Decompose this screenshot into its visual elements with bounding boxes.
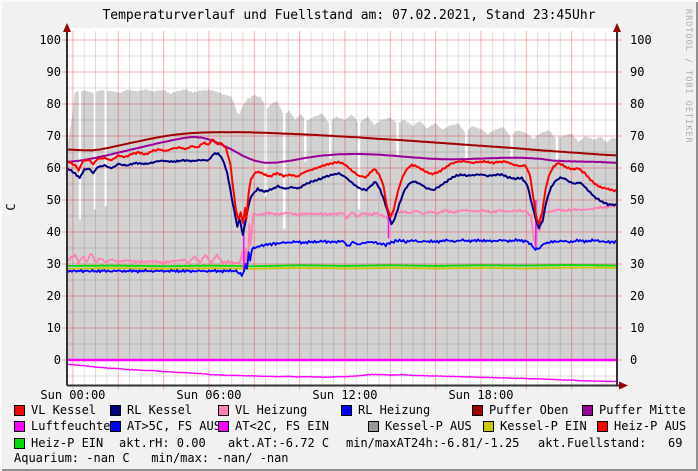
- y-tick-label-left: 100: [39, 33, 61, 47]
- legend-item-rl-heizung: RL Heizung: [341, 404, 430, 417]
- y-tick-label-right: 40: [630, 225, 644, 239]
- series-rl-heizung: [66, 237, 618, 277]
- legend-item-at-lt2: AT<2C, FS EIN: [218, 420, 329, 433]
- series-aussentemperatur-at: [66, 363, 618, 383]
- y-tick-label-left: 80: [47, 97, 61, 111]
- legend-swatch: [341, 405, 352, 416]
- y-axis-arrow-right: [613, 23, 621, 32]
- y-tick-label-right: 30: [630, 257, 644, 271]
- stat-minmax-at24h: min/maxAT24h:-6.81/-1.25: [346, 436, 520, 450]
- legend-swatch: [14, 421, 25, 432]
- rrdtool-watermark: RRDTOOL / TOBI OETIKER: [683, 9, 693, 144]
- chart-title: Temperaturverlauf und Fuellstand am: 07.…: [102, 8, 596, 23]
- y-tick-label-left: 30: [47, 257, 61, 271]
- y-tick-label-left: 60: [47, 161, 61, 175]
- legend-item-puffer-oben: Puffer Oben: [472, 404, 568, 417]
- stat-aquarium: Aquarium: -nan C min/max: -nan/ -nan: [14, 451, 289, 465]
- legend-item-kessel-p-aus: Kessel-P AUS: [368, 420, 472, 433]
- legend-item-heiz-p-aus: Heiz-P AUS: [597, 420, 686, 433]
- legend-swatch: [472, 405, 483, 416]
- legend-swatch: [368, 421, 379, 432]
- x-tick-label: Sun 18:00: [448, 388, 513, 402]
- y-tick-label-left: 40: [47, 225, 61, 239]
- y-tick-label-left: 70: [47, 129, 61, 143]
- y-tick-label-left: 90: [47, 65, 61, 79]
- series-puffer-oben: [66, 131, 618, 157]
- legend-item-vl-heizung: VL Heizung: [218, 404, 307, 417]
- y-tick-label-left: 0: [54, 353, 61, 367]
- series-vl-kessel: [66, 138, 618, 225]
- legend-item-rl-kessel: RL Kessel: [110, 404, 192, 417]
- legend-swatch: [110, 421, 121, 432]
- series-vl-heizung: [66, 204, 618, 273]
- legend-swatch: [14, 438, 25, 449]
- y-tick-label-right: 100: [630, 33, 652, 47]
- stat-akt-at: akt.AT:-6.72 C: [228, 436, 330, 450]
- legend-swatch: [582, 405, 593, 416]
- x-axis-arrow: [619, 381, 628, 390]
- x-tick-label: Sun 12:00: [312, 388, 377, 402]
- y-tick-label-left: 20: [47, 289, 61, 303]
- legend-swatch: [597, 421, 608, 432]
- stat-akt-fuellstand: akt.Fuellstand: 69: [538, 436, 683, 450]
- y-axis-arrow-left: [63, 23, 71, 32]
- y-tick-label-left: 10: [47, 321, 61, 335]
- y-tick-label-right: 60: [630, 161, 644, 175]
- legend-item-puffer-mitte: Puffer Mitte: [582, 404, 686, 417]
- legend-item-kessel-p-ein: Kessel-P EIN: [483, 420, 587, 433]
- y-tick-label-right: 80: [630, 97, 644, 111]
- legend-item-at-gt5: AT>5C, FS AUS: [110, 420, 221, 433]
- legend-item-luftfeuchte: Luftfeuchte: [14, 420, 110, 433]
- y-tick-label-right: 20: [630, 289, 644, 303]
- legend-swatch: [218, 421, 229, 432]
- x-tick-label: Sun 06:00: [176, 388, 241, 402]
- legend-swatch: [483, 421, 494, 432]
- y-tick-label-right: 10: [630, 321, 644, 335]
- y-tick-label-left: 50: [47, 193, 61, 207]
- legend-swatch: [218, 405, 229, 416]
- y-tick-label-right: 90: [630, 65, 644, 79]
- series-heiz-p-ein: [66, 263, 618, 268]
- series-puffer-mitte: [67, 135, 618, 164]
- legend-item-vl-kessel: VL Kessel: [14, 404, 96, 417]
- legend-item-heiz-p-ein: Heiz-P EIN: [14, 437, 103, 450]
- legend-swatch: [110, 405, 121, 416]
- y-tick-label-right: 50: [630, 193, 644, 207]
- stat-akt-rh: akt.rH: 0.00: [119, 436, 206, 450]
- series-rl-kessel: [66, 152, 618, 236]
- series-kessel-p-ein: [66, 266, 618, 270]
- y-tick-label-right: 0: [630, 353, 637, 367]
- x-tick-label: Sun 00:00: [40, 388, 105, 402]
- fuellstand-area: [67, 88, 617, 360]
- y-tick-label-right: 70: [630, 129, 644, 143]
- legend-swatch: [14, 405, 25, 416]
